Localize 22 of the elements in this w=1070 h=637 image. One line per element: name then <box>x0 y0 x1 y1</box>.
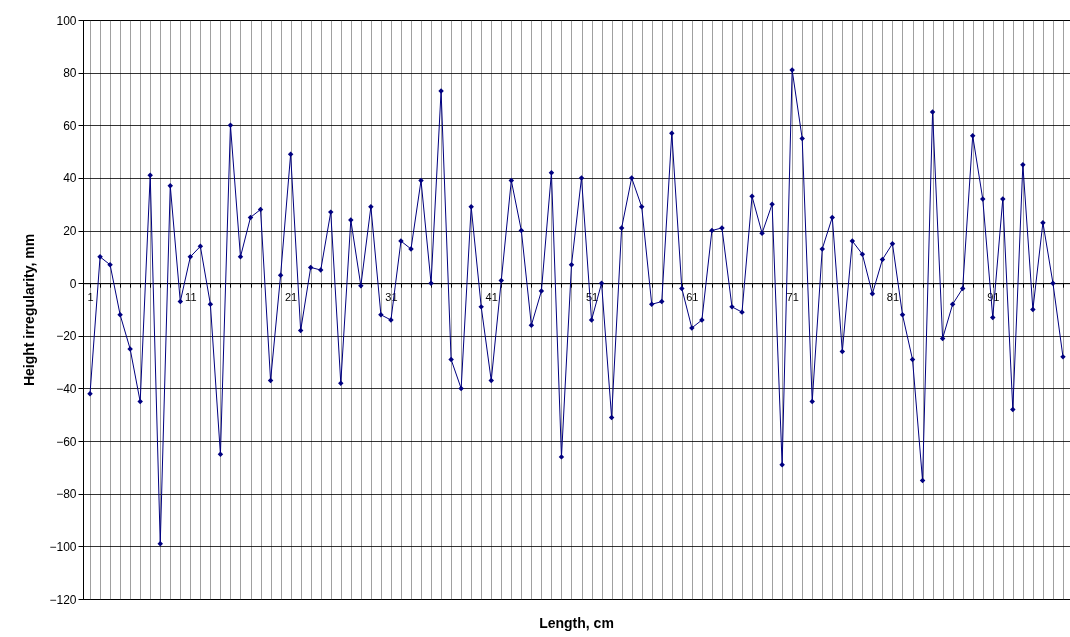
x-tick-label: 11 <box>185 290 197 303</box>
y-tick-label: 100 <box>56 13 77 28</box>
y-tick-label: 20 <box>63 224 77 239</box>
y-tick-label: −80 <box>56 487 77 502</box>
y-tick-label: −120 <box>49 592 77 607</box>
y-tick-label: −40 <box>56 381 77 396</box>
y-tick-label: 60 <box>63 118 77 133</box>
y-tick-label: −60 <box>56 434 77 449</box>
y-axis-title: Height irregularity, mm <box>21 233 38 387</box>
x-tick-label: 41 <box>485 290 498 303</box>
x-axis-title: Length, cm <box>539 615 614 631</box>
x-tick-label: 31 <box>385 290 398 303</box>
x-tick-label: 1 <box>87 290 94 303</box>
x-tick-label: 61 <box>686 290 699 303</box>
x-tick-label: 21 <box>285 290 298 303</box>
x-tick-label: 71 <box>786 290 799 303</box>
x-tick-label: 81 <box>886 290 900 303</box>
y-tick-label: −100 <box>49 539 77 554</box>
y-tick-label: 0 <box>69 276 77 291</box>
y-tick-label: −20 <box>56 329 77 344</box>
y-tick-label: 80 <box>63 66 77 81</box>
y-tick-label: 40 <box>63 171 77 186</box>
